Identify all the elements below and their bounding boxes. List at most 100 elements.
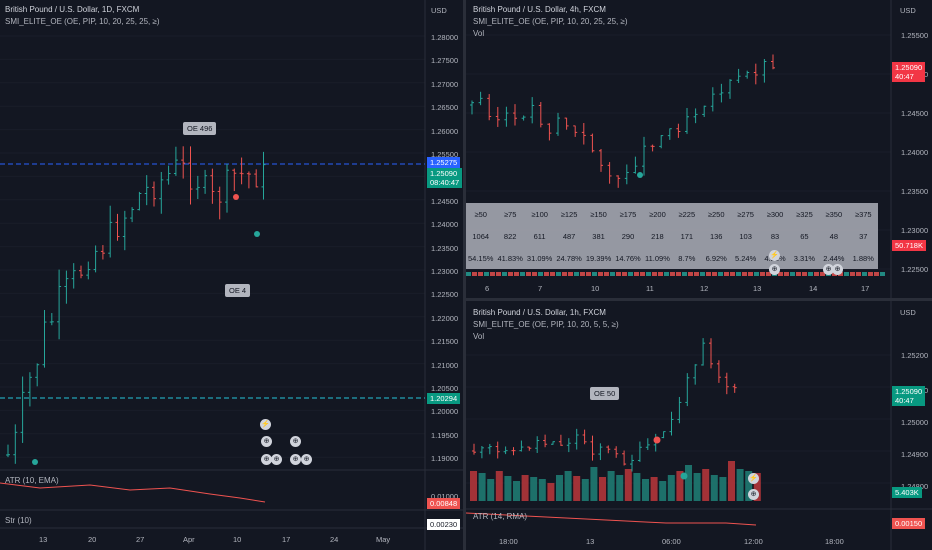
- volume-tag: 5.403K: [892, 487, 922, 498]
- currency-label: USD: [900, 308, 916, 317]
- indicator-legend[interactable]: SMI_ELITE_OE (OE, PIP, 10, 20, 5, 5, ≥): [473, 320, 619, 329]
- lightning-icon[interactable]: ⚡: [769, 250, 780, 261]
- currency-label: USD: [431, 6, 447, 15]
- stats-cell: ≥300: [766, 209, 784, 219]
- pane-title: British Pound / U.S. Dollar, 1D, FXCM: [5, 5, 140, 14]
- price-axis-tick: 1.25500: [901, 31, 929, 40]
- uk-flag-icon[interactable]: ⊕: [823, 264, 834, 275]
- stats-cell: ≥250: [707, 209, 725, 219]
- lightning-icon[interactable]: ⚡: [260, 419, 271, 430]
- bar-countdown: 40:47: [895, 396, 914, 405]
- price-axis-tick: 1.28000: [431, 33, 459, 42]
- us-flag-icon[interactable]: ⊕: [832, 264, 843, 275]
- price-axis-tick: 1.21500: [431, 337, 459, 347]
- atr-value-tag: 0.00848: [427, 498, 461, 509]
- time-axis-tick: 27: [136, 535, 145, 544]
- us-flag-icon[interactable]: ⊕: [301, 454, 312, 465]
- time-axis-tick: 06:00: [662, 537, 681, 546]
- line-price-tag-upper: 1.25275: [427, 157, 461, 168]
- stats-cell: 1.88%: [852, 253, 874, 263]
- stats-cell: ≥200: [649, 209, 666, 219]
- time-axis-tick: Apr: [183, 535, 195, 544]
- stats-cell: ≥225: [678, 209, 696, 219]
- stats-cell: 171: [680, 231, 694, 241]
- stats-cell: ≥100: [531, 209, 548, 219]
- oe-bubble: OE 50: [590, 387, 620, 400]
- pane-title: British Pound / U.S. Dollar, 1h, FXCM: [473, 308, 606, 317]
- stats-cell: 65: [800, 231, 809, 241]
- stats-cell: ≥150: [590, 209, 607, 219]
- daily-chart-canvas[interactable]: [0, 0, 463, 550]
- stats-cell: 611: [533, 231, 546, 241]
- last-price-tag: 1.25090 08:40:47: [427, 168, 463, 188]
- stats-cell: 11.09%: [644, 253, 670, 263]
- stats-cell: 19.39%: [585, 253, 612, 263]
- last-price-value: 1.25090: [895, 63, 923, 72]
- indicator-legend[interactable]: SMI_ELITE_OE (OE, PIP, 10, 20, 25, 25, ≥…: [5, 17, 160, 26]
- last-price-value: 1.25090: [895, 387, 923, 396]
- chart-pane-1h[interactable]: British Pound / U.S. Dollar, 1h, FXCM SM…: [466, 301, 932, 550]
- price-axis-tick: 1.25200: [901, 351, 929, 360]
- bar-countdown: 08:40:47: [430, 178, 460, 187]
- stats-cell: 2.44%: [823, 253, 845, 263]
- uk-flag-icon[interactable]: ⊕: [261, 436, 272, 447]
- stats-cell: 6.92%: [705, 253, 727, 263]
- 1h-chart-canvas[interactable]: [466, 301, 932, 550]
- oe-bubble-top: OE 496: [183, 122, 217, 135]
- volume-legend[interactable]: Vol: [473, 332, 485, 341]
- str-legend[interactable]: Str (10): [5, 516, 32, 525]
- us-flag-icon[interactable]: ⊕: [748, 489, 759, 500]
- atr-legend[interactable]: ATR (10, EMA): [5, 476, 59, 485]
- stats-cell: 83: [770, 231, 780, 241]
- time-axis-tick: 17: [861, 284, 870, 293]
- currency-label: USD: [900, 6, 916, 15]
- stats-cell: 48: [829, 231, 839, 241]
- stats-cell: 54.15%: [468, 253, 494, 263]
- stats-cell: 37: [859, 231, 868, 241]
- bar-countdown: 40:47: [895, 72, 914, 81]
- pane-divider-horizontal[interactable]: [466, 298, 932, 301]
- time-axis-tick: 7: [538, 284, 543, 293]
- atr-legend[interactable]: ATR (14, RMA): [473, 512, 528, 521]
- us-flag-icon[interactable]: ⊕: [769, 264, 780, 275]
- pane-divider-vertical[interactable]: [463, 0, 466, 550]
- last-price-tag: 1.25090 40:47: [892, 62, 926, 82]
- price-axis-tick: 1.24500: [901, 109, 929, 118]
- chart-pane-4h[interactable]: British Pound / U.S. Dollar, 4h, FXCM SM…: [466, 0, 932, 298]
- us-flag-icon[interactable]: ⊕: [261, 454, 272, 465]
- price-axis-tick: 1.23500: [431, 243, 459, 253]
- price-axis-tick: 1.23000: [901, 226, 929, 235]
- stats-cell: 1064: [472, 231, 490, 241]
- price-axis-tick: 1.25000: [901, 418, 929, 427]
- time-axis-tick: 14: [809, 284, 818, 293]
- pane-title: British Pound / U.S. Dollar, 4h, FXCM: [473, 5, 606, 14]
- stats-cell: 5.24%: [734, 253, 757, 263]
- line-price-tag-lower: 1.20294: [427, 393, 461, 404]
- lightning-icon[interactable]: ⚡: [748, 473, 759, 484]
- time-axis-tick: 11: [646, 284, 654, 293]
- time-axis-tick: 12: [700, 284, 709, 293]
- uk-flag-icon[interactable]: ⊕: [290, 454, 301, 465]
- price-axis-tick: 1.24000: [431, 220, 459, 230]
- price-axis-tick: 1.27500: [431, 56, 459, 66]
- time-axis-tick: 18:00: [825, 537, 844, 546]
- stats-cell: 31.09%: [526, 253, 553, 263]
- stats-cell: 24.78%: [556, 253, 582, 263]
- volume-legend[interactable]: Vol: [473, 29, 485, 38]
- time-axis-tick: 18:00: [499, 537, 518, 546]
- price-axis-tick: 1.23500: [901, 187, 929, 196]
- stats-cell: ≥125: [560, 209, 578, 219]
- uk-flag-icon[interactable]: ⊕: [290, 436, 301, 447]
- price-axis-tick: 1.24500: [431, 196, 459, 206]
- stats-cell: 3.31%: [793, 253, 816, 263]
- time-axis-tick: 12:00: [744, 537, 763, 546]
- us-flag-icon[interactable]: ⊕: [271, 454, 282, 465]
- indicator-legend[interactable]: SMI_ELITE_OE (OE, PIP, 10, 20, 25, 25, ≥…: [473, 17, 628, 26]
- atr-tick: 0.01000: [431, 492, 459, 501]
- stats-cell: ≥75: [503, 209, 517, 219]
- price-axis-tick: 1.19000: [431, 454, 459, 464]
- str-value-tag: 0.00230: [427, 519, 461, 530]
- time-axis-tick: 17: [282, 535, 291, 544]
- chart-pane-daily[interactable]: British Pound / U.S. Dollar, 1D, FXCM SM…: [0, 0, 463, 550]
- time-axis-tick: 6: [485, 284, 490, 293]
